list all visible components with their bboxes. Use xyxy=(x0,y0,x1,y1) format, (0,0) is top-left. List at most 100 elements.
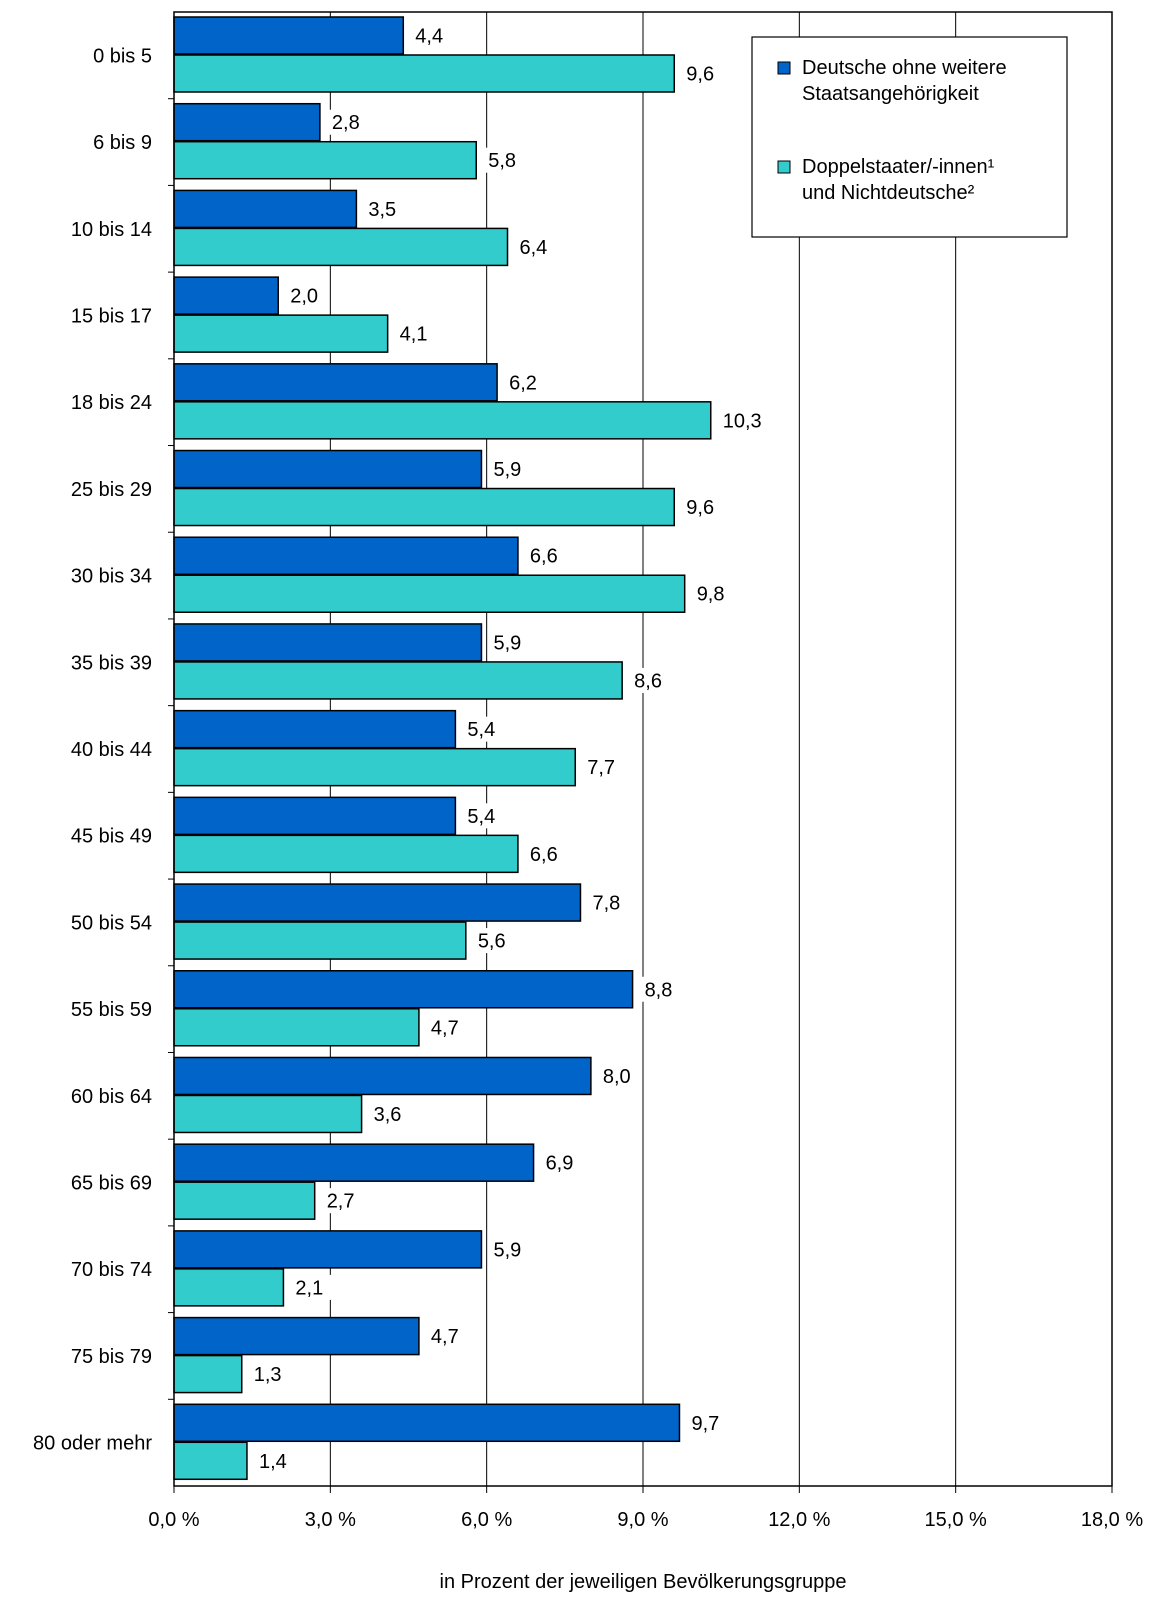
category-label: 0 bis 5 xyxy=(93,45,152,67)
bar-value-label: 6,9 xyxy=(546,1153,574,1175)
bar xyxy=(173,401,712,440)
bar-value-label: 9,7 xyxy=(691,1413,719,1435)
bar xyxy=(173,796,457,836)
bar xyxy=(173,1094,363,1134)
category-label: 40 bis 44 xyxy=(71,739,152,761)
bar-label-background xyxy=(525,841,569,867)
bar-label-background xyxy=(249,1361,293,1387)
bar-value-label: 2,1 xyxy=(295,1277,323,1299)
bar-label-background xyxy=(411,23,455,48)
bar-label-background xyxy=(692,581,736,607)
bar xyxy=(173,102,321,142)
bar xyxy=(173,1230,483,1269)
x-tick-label: 3,0 % xyxy=(305,1509,356,1531)
legend-label: und Nichtdeutsche² xyxy=(802,182,975,204)
bar-label-background xyxy=(254,1448,298,1474)
bar-value-label: 4,4 xyxy=(415,26,443,48)
legend-box xyxy=(751,36,1068,238)
bar-value-label: 2,8 xyxy=(332,112,360,134)
bar xyxy=(173,314,389,353)
bar xyxy=(173,623,483,662)
bar xyxy=(173,1008,420,1047)
legend-swatch xyxy=(777,160,791,174)
legend-label: Doppelstaater/-innen¹ xyxy=(802,156,995,178)
bar xyxy=(173,1354,243,1394)
bar-value-label: 4,7 xyxy=(431,1326,459,1348)
bar-label-background xyxy=(369,1101,413,1127)
bar-value-label: 9,6 xyxy=(686,497,714,519)
category-label: 55 bis 59 xyxy=(71,999,152,1021)
x-tick-label: 12,0 % xyxy=(768,1509,830,1531)
bar-value-label: 6,6 xyxy=(530,546,558,568)
bar-value-label: 6,2 xyxy=(509,372,537,394)
category-label: 75 bis 79 xyxy=(71,1346,152,1368)
category-label: 35 bis 39 xyxy=(71,652,152,674)
bar xyxy=(173,661,623,700)
bar xyxy=(173,574,686,613)
bar xyxy=(173,276,279,315)
bar-label-background xyxy=(583,754,627,780)
bar-label-background xyxy=(286,283,330,309)
category-label: 70 bis 74 xyxy=(71,1259,152,1281)
bar xyxy=(173,54,676,93)
bar xyxy=(173,970,634,1009)
bar-value-label: 7,8 xyxy=(592,893,620,915)
bar-label-background xyxy=(682,494,726,520)
bar-label-background xyxy=(463,716,507,742)
bar xyxy=(173,1316,420,1356)
x-tick-label: 18,0 % xyxy=(1081,1509,1143,1531)
bar-value-label: 7,7 xyxy=(587,757,615,779)
bar-value-label: 5,4 xyxy=(467,719,495,741)
bar xyxy=(173,1056,592,1096)
bar-label-background xyxy=(489,1236,533,1262)
bar-value-label: 8,0 xyxy=(603,1066,631,1088)
legend-label: Staatsangehörigkeit xyxy=(802,83,979,105)
bar-value-label: 1,4 xyxy=(259,1451,287,1473)
x-tick-label: 0,0 % xyxy=(148,1509,199,1531)
x-tick-label: 15,0 % xyxy=(925,1509,987,1531)
bar-label-background xyxy=(463,803,507,829)
bar xyxy=(173,709,457,749)
bar-value-label: 9,8 xyxy=(697,584,725,606)
bar-label-background xyxy=(630,667,674,693)
bar-label-background xyxy=(640,976,684,1002)
category-label: 25 bis 29 xyxy=(71,479,152,501)
bar-label-background xyxy=(541,1150,585,1176)
bar xyxy=(173,1143,535,1182)
x-axis-title: in Prozent der jeweiligen Bevölkerungsgr… xyxy=(440,1571,847,1593)
bar xyxy=(173,363,498,402)
bar-value-label: 2,0 xyxy=(290,286,318,308)
bar-value-label: 5,9 xyxy=(493,632,521,654)
category-label: 50 bis 54 xyxy=(71,912,152,934)
category-label: 18 bis 24 xyxy=(71,392,152,414)
bar xyxy=(173,1268,285,1307)
category-label: 10 bis 14 xyxy=(71,219,152,241)
bar-label-background xyxy=(291,1274,335,1300)
legend-label: Deutsche ohne weitere xyxy=(802,57,1007,79)
bar-value-label: 1,3 xyxy=(254,1364,282,1386)
bar-label-background xyxy=(473,928,517,954)
bar-value-label: 5,9 xyxy=(493,459,521,481)
bar-value-label: 3,6 xyxy=(374,1104,402,1126)
category-label: 6 bis 9 xyxy=(93,132,152,154)
bar-label-background xyxy=(598,1063,642,1089)
bar-label-background xyxy=(489,629,533,655)
x-tick-label: 9,0 % xyxy=(617,1509,668,1531)
bar xyxy=(173,883,582,922)
bar-label-background xyxy=(327,109,371,135)
bar-value-label: 5,9 xyxy=(493,1239,521,1261)
bar-label-background xyxy=(395,321,439,347)
bar-value-label: 4,1 xyxy=(400,324,428,346)
bar-label-background xyxy=(505,369,549,395)
bar-label-background xyxy=(364,196,408,222)
bar-label-background xyxy=(525,543,569,569)
bar xyxy=(173,227,509,267)
bar xyxy=(173,189,358,229)
category-label: 45 bis 49 xyxy=(71,826,152,848)
bar-label-background xyxy=(489,456,533,482)
bar xyxy=(173,1441,248,1481)
bar-label-background xyxy=(682,61,726,86)
category-label: 15 bis 17 xyxy=(71,305,152,327)
